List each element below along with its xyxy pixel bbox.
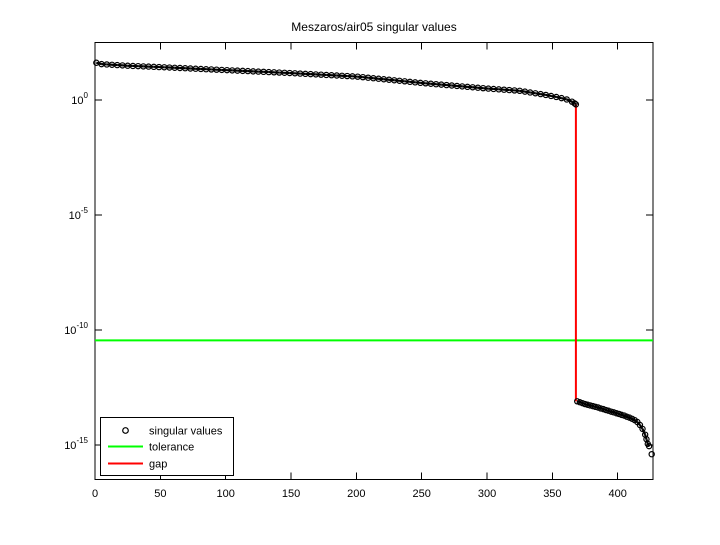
legend-label-gap: gap [149, 459, 167, 471]
singular-value-marker [649, 452, 654, 457]
legend-label-tolerance: tolerance [149, 442, 194, 454]
legend-box: singular values tolerance gap [101, 418, 234, 476]
axes-border [95, 43, 653, 480]
axes [95, 43, 653, 480]
x-tick-label: 150 [282, 488, 300, 500]
y-tick-label: 10-5 [69, 206, 89, 222]
x-tick-label: 50 [154, 488, 166, 500]
y-tick-label: 10-10 [64, 321, 88, 337]
x-tick-label: 250 [413, 488, 431, 500]
x-tick-label: 100 [216, 488, 234, 500]
legend-label-singular-values: singular values [149, 426, 223, 438]
x-tick-label: 200 [347, 488, 365, 500]
y-tick-label: 10-15 [64, 436, 88, 452]
x-tick-label: 300 [478, 488, 496, 500]
x-tick-label: 350 [543, 488, 561, 500]
singular-values-band [575, 103, 576, 104]
singular-values-series [94, 60, 655, 457]
chart-title: Meszaros/air05 singular values [291, 20, 456, 34]
x-tick-label: 0 [92, 488, 98, 500]
y-tick-label: 100 [71, 91, 88, 107]
x-tick-label: 400 [609, 488, 627, 500]
